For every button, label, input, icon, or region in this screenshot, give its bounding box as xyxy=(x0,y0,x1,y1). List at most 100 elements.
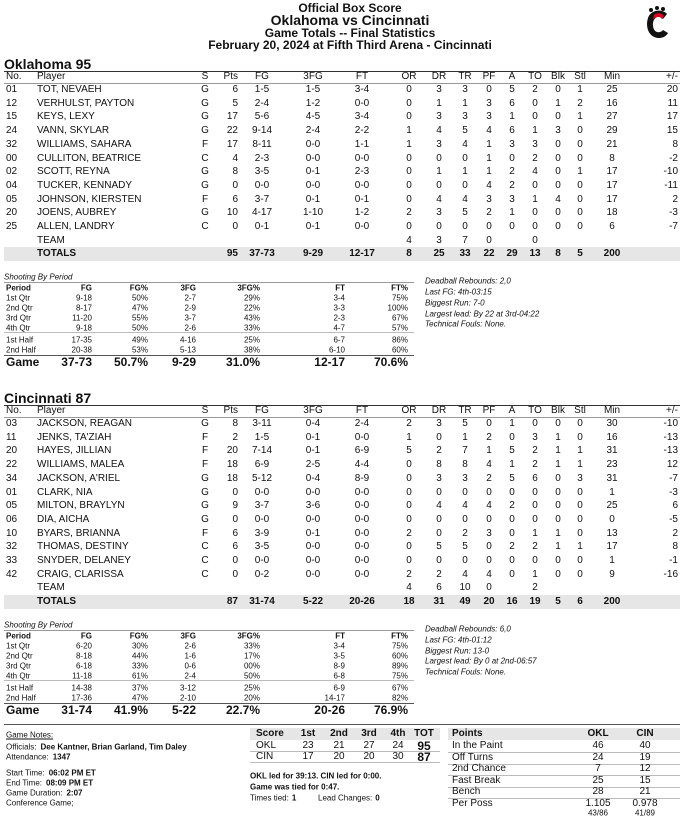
cell: 28 xyxy=(592,786,604,797)
cell: 2-4 xyxy=(254,97,270,109)
cell: 57% xyxy=(391,323,408,333)
cell: 47% xyxy=(131,693,148,703)
total-cell: 25 xyxy=(433,248,445,260)
cell: 0 xyxy=(406,513,412,525)
rule xyxy=(4,724,680,725)
game-cell: 20-26 xyxy=(314,703,345,718)
total-cell: 31-74 xyxy=(249,596,275,608)
cell: 1 xyxy=(555,445,561,457)
cell: 0 xyxy=(462,152,468,164)
cell: 6 xyxy=(509,97,515,109)
cell: 0 xyxy=(462,221,468,232)
cell: 4-5 xyxy=(305,111,321,123)
column-header: Blk xyxy=(551,405,565,416)
column-header: Blk xyxy=(551,71,565,82)
cell: 8-18 xyxy=(75,651,92,661)
cell: 0-0 xyxy=(254,179,270,191)
cell: 3-4 xyxy=(354,84,370,95)
cell: 0-0 xyxy=(305,541,321,553)
note: Technical Fouls: None. xyxy=(425,319,507,329)
cell: 0 xyxy=(486,541,492,553)
column-header: FG xyxy=(80,631,92,641)
cell: 0-1 xyxy=(305,166,321,178)
cell: 6-10 xyxy=(328,345,345,355)
cell: 2-4 xyxy=(305,125,321,137)
value: Dee Kantner, Brian Garland, Tim Daley xyxy=(40,742,187,752)
cell: 15 xyxy=(6,111,18,123)
cell: 11-18 xyxy=(72,671,92,681)
cell: F xyxy=(201,445,209,457)
cell: 50% xyxy=(243,671,260,681)
cell: 10 xyxy=(459,582,471,594)
cell: -3 xyxy=(669,486,678,498)
cell: 3 xyxy=(486,97,492,109)
column-header: No. xyxy=(6,405,22,416)
cell: 0 xyxy=(532,111,538,123)
cell: 1 xyxy=(609,486,615,498)
cell: 0 xyxy=(436,555,442,566)
cell: 6-7 xyxy=(333,335,345,345)
cell: 17 xyxy=(666,111,678,123)
cell: 18 xyxy=(606,207,618,219)
label: Lead Changes: xyxy=(318,793,373,803)
cell: G xyxy=(201,111,209,123)
cell: 0 xyxy=(555,207,561,219)
cell: 1 xyxy=(577,445,583,457)
cell: 2 xyxy=(532,459,538,471)
cell: 32 xyxy=(6,138,18,150)
total-cell: 8 xyxy=(555,248,561,260)
label: Attendance: xyxy=(6,752,49,762)
cell: 0-1 xyxy=(305,221,321,232)
cell: 7 xyxy=(462,234,468,246)
section-title: Shooting By Period xyxy=(4,272,73,282)
cell: 4 xyxy=(436,193,442,205)
cell: 0 xyxy=(406,500,412,512)
cell: 20 xyxy=(666,84,678,95)
cell: 4-7 xyxy=(333,323,345,333)
total-cell: 5 xyxy=(555,596,561,608)
cell: 0-0 xyxy=(354,555,370,566)
cell: 0 xyxy=(406,541,412,553)
cell: 0 xyxy=(532,500,538,512)
cell: 2 xyxy=(406,568,412,580)
cell: 1 xyxy=(406,138,412,150)
header-date: February 20, 2024 at Fifth Third Arena -… xyxy=(208,38,492,52)
cell: 4th Qtr xyxy=(6,671,31,681)
cell: 15 xyxy=(666,125,678,137)
cell: 3 xyxy=(486,111,492,123)
cell: 95 xyxy=(417,739,431,753)
cell: 1 xyxy=(609,555,615,566)
cell: 4th Qtr xyxy=(6,323,31,333)
cell: C xyxy=(201,555,209,566)
note: Biggest Run: 7-0 xyxy=(425,298,485,308)
cell: 0 xyxy=(406,193,412,205)
cell: 9-14 xyxy=(251,125,273,137)
label: Times tied: xyxy=(250,793,289,803)
cell: 0 xyxy=(462,179,468,191)
column-header: Pts xyxy=(223,71,238,82)
cell: G xyxy=(201,418,209,429)
cell: 4 xyxy=(486,459,492,471)
total-cell: 29 xyxy=(506,248,518,260)
cell: 0 xyxy=(577,568,583,580)
cell: 0-0 xyxy=(305,568,321,580)
cell: 8 xyxy=(672,138,678,150)
cell: 0 xyxy=(555,138,561,150)
cell: 27 xyxy=(363,740,375,751)
cell: 10 xyxy=(226,207,238,219)
game-cell: 9-29 xyxy=(171,355,196,370)
note: Deadball Rebounds: 2,0 xyxy=(425,276,511,286)
cell: 11 xyxy=(6,431,17,443)
total-cell: 18 xyxy=(403,596,415,608)
column-header: FT xyxy=(355,71,369,82)
cell: 32 xyxy=(6,541,18,553)
cell: 0 xyxy=(532,221,538,232)
cell: 0 xyxy=(406,111,412,123)
cell: 0 xyxy=(532,207,538,219)
cell: 0 xyxy=(532,97,538,109)
column-header: Points xyxy=(452,728,483,739)
cell: 5 xyxy=(462,125,468,137)
cell: 19 xyxy=(639,751,651,763)
note: Last FG: 4th-03:15 xyxy=(425,287,492,297)
cell: 25 xyxy=(6,221,18,232)
